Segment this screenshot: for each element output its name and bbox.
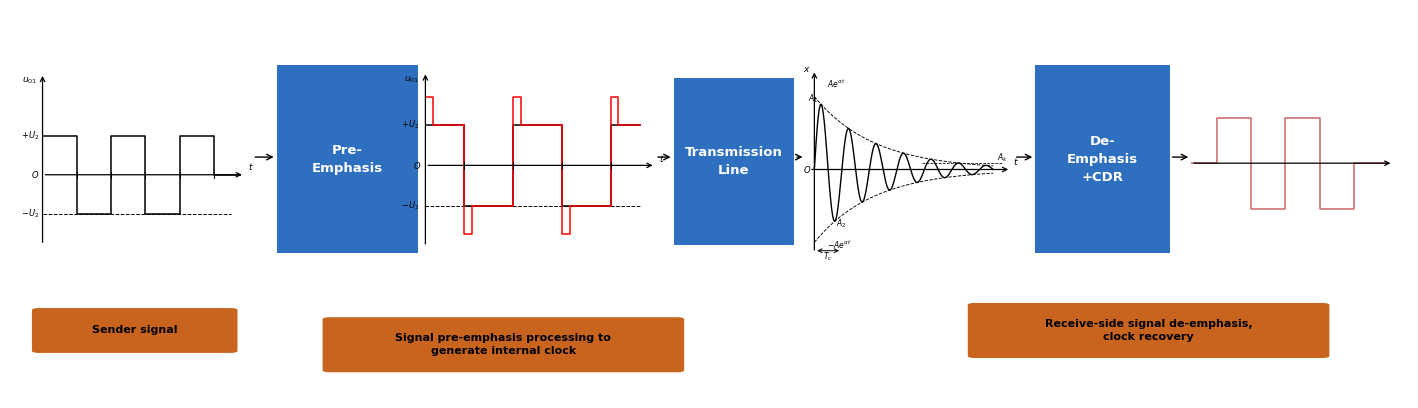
FancyBboxPatch shape	[1035, 65, 1170, 253]
Text: $A_1$: $A_1$	[808, 92, 818, 105]
Text: $t$: $t$	[248, 161, 254, 172]
Text: $-U_2$: $-U_2$	[401, 200, 420, 212]
Text: Receive-side signal de-emphasis,
clock recovery: Receive-side signal de-emphasis, clock r…	[1045, 319, 1252, 342]
Text: $t$: $t$	[1012, 156, 1018, 167]
Text: $O$: $O$	[803, 164, 811, 175]
Text: $T_c$: $T_c$	[824, 250, 832, 262]
FancyBboxPatch shape	[322, 317, 683, 372]
FancyBboxPatch shape	[674, 78, 794, 245]
Text: $A_2$: $A_2$	[835, 217, 847, 230]
Text: De-
Emphasis
+CDR: De- Emphasis +CDR	[1066, 135, 1139, 184]
Text: $-U_2$: $-U_2$	[21, 208, 40, 220]
Text: $O$: $O$	[413, 160, 421, 171]
Text: Sender signal: Sender signal	[92, 326, 177, 335]
Text: Signal pre-emphasis processing to
generate internal clock: Signal pre-emphasis processing to genera…	[396, 333, 611, 356]
Text: $A_k$: $A_k$	[997, 151, 1008, 164]
Text: $+U_2$: $+U_2$	[21, 129, 40, 142]
Text: Transmission
Line: Transmission Line	[685, 146, 783, 177]
Text: $O$: $O$	[31, 169, 40, 180]
Text: $u_{01}$: $u_{01}$	[23, 75, 37, 86]
Text: $x$: $x$	[803, 64, 811, 73]
Text: $Ae^{\alpha t}$: $Ae^{\alpha t}$	[827, 78, 845, 90]
Text: $+U_2$: $+U_2$	[401, 118, 420, 131]
Text: Pre-
Emphasis: Pre- Emphasis	[312, 144, 383, 175]
Text: $u_{01}$: $u_{01}$	[404, 75, 420, 85]
FancyBboxPatch shape	[967, 303, 1330, 358]
Text: $t$: $t$	[659, 153, 665, 164]
FancyBboxPatch shape	[277, 65, 418, 253]
Text: $-Ae^{\alpha t}$: $-Ae^{\alpha t}$	[827, 238, 851, 251]
FancyBboxPatch shape	[31, 308, 238, 353]
